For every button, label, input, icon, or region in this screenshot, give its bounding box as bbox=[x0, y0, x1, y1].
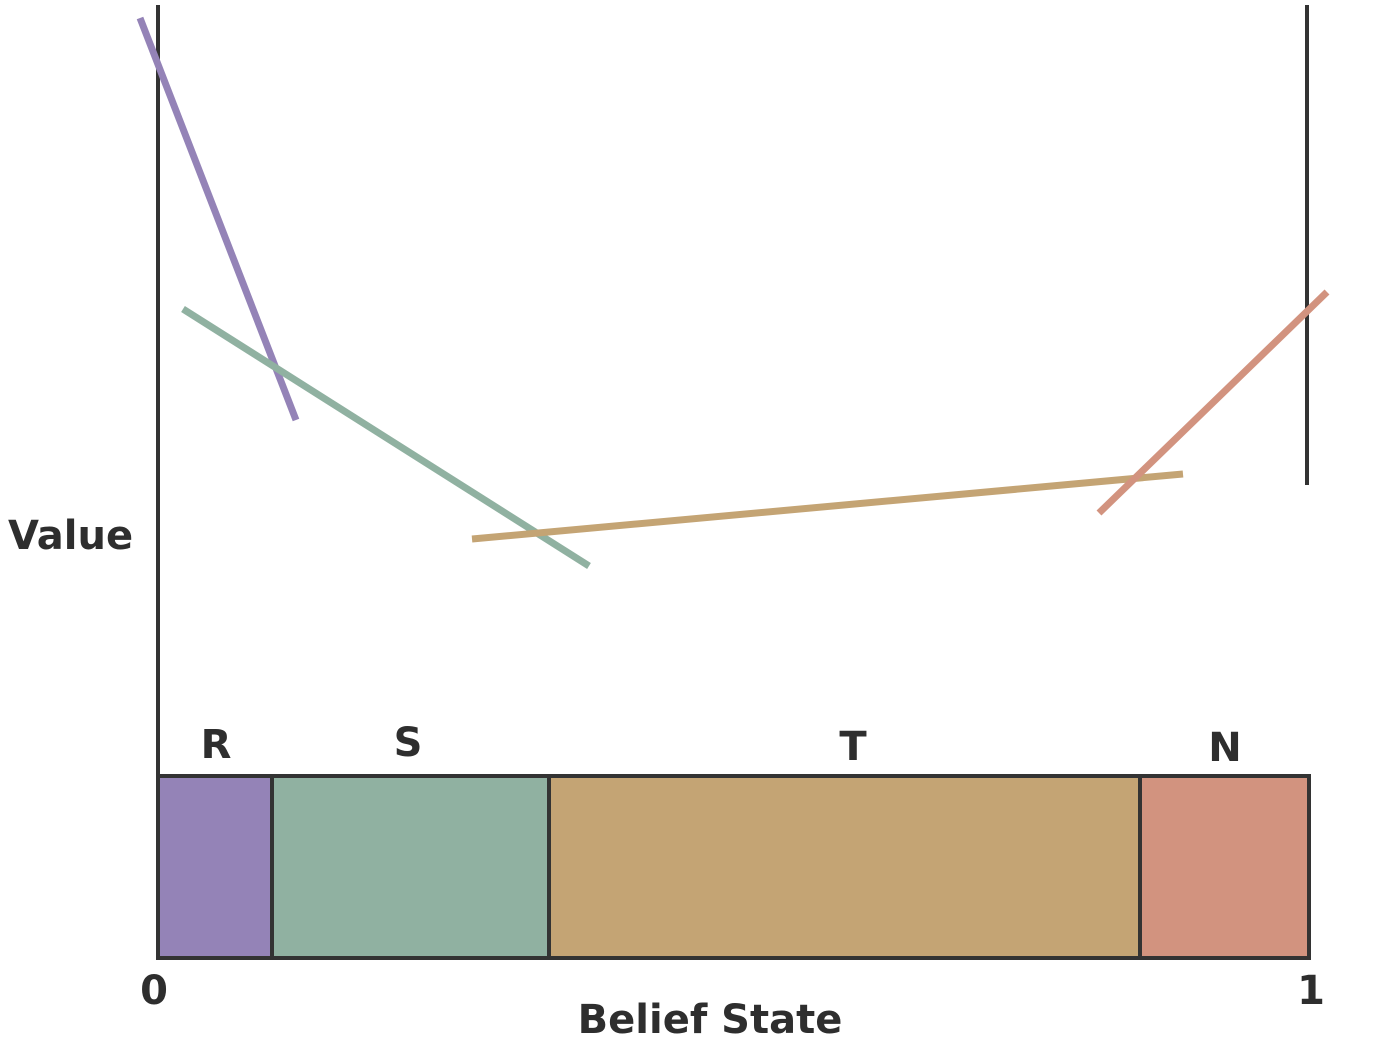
region-label: T bbox=[839, 724, 867, 770]
y-axis-label: Value bbox=[8, 513, 133, 559]
x-max-label: 1 bbox=[1297, 968, 1325, 1014]
region-label: R bbox=[201, 722, 232, 768]
region-label: S bbox=[394, 720, 423, 766]
x-axis-label: Belief State bbox=[578, 997, 843, 1043]
region bbox=[156, 774, 274, 960]
alpha-vector bbox=[1096, 289, 1330, 516]
alpha-vector bbox=[181, 306, 591, 569]
alpha-vector bbox=[136, 16, 300, 422]
region bbox=[547, 774, 1142, 960]
x-min-label: 0 bbox=[140, 968, 168, 1014]
region bbox=[270, 774, 551, 960]
alpha-vector bbox=[471, 470, 1184, 543]
region-label: N bbox=[1208, 725, 1241, 771]
region bbox=[1138, 774, 1311, 960]
